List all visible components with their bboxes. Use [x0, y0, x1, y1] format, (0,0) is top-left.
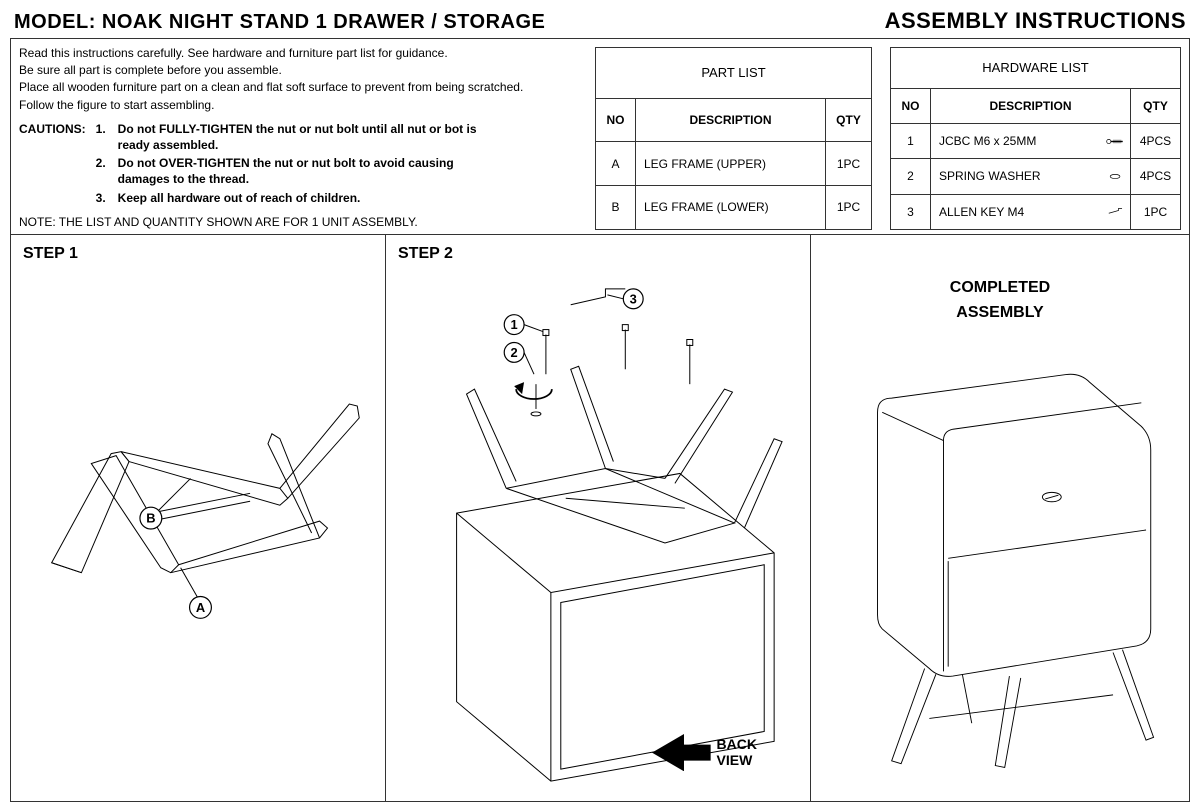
step1-diagram: B A [21, 275, 375, 791]
step1-title: STEP 1 [23, 245, 373, 263]
svg-text:1: 1 [511, 317, 518, 332]
completed-title: COMPLETED ASSEMBLY [823, 275, 1177, 326]
table-row: 1 JCBC M6 x 25MM 4PCS [891, 124, 1181, 159]
cell: 2 [891, 159, 931, 194]
part-list-title: PART LIST [596, 48, 872, 99]
note-line: NOTE: THE LIST AND QUANTITY SHOWN ARE FO… [19, 214, 583, 230]
caution-num: 3. [96, 190, 110, 206]
completed-panel: COMPLETED ASSEMBLY [811, 235, 1189, 801]
cell: LEG FRAME (LOWER) [636, 186, 826, 230]
step1-panel: STEP 1 [11, 235, 386, 801]
table-row: B LEG FRAME (LOWER) 1PC [596, 186, 872, 230]
cell: 1PC [826, 186, 872, 230]
col-qty: QTY [826, 98, 872, 142]
allen-key-icon [1100, 194, 1131, 229]
col-desc: DESCRIPTION [636, 98, 826, 142]
intro-line: Be sure all part is complete before you … [19, 62, 583, 78]
part-list-table: PART LIST NO DESCRIPTION QTY A LEG FRAME… [595, 47, 872, 230]
col-desc: DESCRIPTION [931, 88, 1131, 123]
table-row: 2 SPRING WASHER 4PCS [891, 159, 1181, 194]
model-title: MODEL: NOAK NIGHT STAND 1 DRAWER / STORA… [14, 11, 545, 34]
col-qty: QTY [1131, 88, 1181, 123]
completed-line: ASSEMBLY [823, 300, 1177, 326]
assembly-title: ASSEMBLY INSTRUCTIONS [885, 8, 1186, 34]
caution-num: 1. [96, 121, 110, 153]
intro-line: Read this instructions carefully. See ha… [19, 45, 583, 61]
step2-title: STEP 2 [398, 245, 798, 263]
cell: 1PC [1131, 194, 1181, 229]
outer-container: Read this instructions carefully. See ha… [10, 38, 1190, 802]
cell: 3 [891, 194, 931, 229]
caution-num: 2. [96, 155, 110, 187]
completed-diagram [821, 335, 1179, 791]
cell: SPRING WASHER [931, 159, 1100, 194]
cell: 4PCS [1131, 159, 1181, 194]
svg-text:2: 2 [511, 345, 518, 360]
col-no: NO [596, 98, 636, 142]
cell: 1PC [826, 142, 872, 186]
washer-icon [1100, 159, 1131, 194]
top-section: Read this instructions carefully. See ha… [11, 39, 1189, 235]
hardware-list-table: HARDWARE LIST NO DESCRIPTION QTY 1 JCBC … [890, 47, 1181, 230]
svg-text:A: A [196, 600, 205, 615]
cautions-label: CAUTIONS: [19, 121, 86, 208]
back-view-label: BACK VIEW [652, 734, 760, 771]
intro-line: Follow the figure to start assembling. [19, 97, 583, 113]
table-row: 3 ALLEN KEY M4 1PC [891, 194, 1181, 229]
bolt-icon [1100, 124, 1131, 159]
table-row: A LEG FRAME (UPPER) 1PC [596, 142, 872, 186]
cell: 1 [891, 124, 931, 159]
step2-panel: STEP 2 [386, 235, 811, 801]
col-no: NO [891, 88, 931, 123]
steps-row: STEP 1 [11, 235, 1189, 801]
back-view-text: BACK VIEW [717, 736, 760, 768]
svg-text:B: B [146, 510, 155, 525]
cell: 4PCS [1131, 124, 1181, 159]
caution-text: Do not OVER-TIGHTEN the nut or nut bolt … [118, 155, 498, 187]
cell: B [596, 186, 636, 230]
intro-line: Place all wooden furniture part on a cle… [19, 79, 583, 95]
tables-col: PART LIST NO DESCRIPTION QTY A LEG FRAME… [595, 45, 1181, 230]
step2-diagram: 1 2 3 BACK VIEW [396, 275, 800, 791]
instructions-text: Read this instructions carefully. See ha… [19, 45, 583, 230]
svg-text:3: 3 [630, 291, 637, 306]
cell: A [596, 142, 636, 186]
cell: LEG FRAME (UPPER) [636, 142, 826, 186]
arrow-icon [652, 734, 711, 771]
caution-text: Do not FULLY-TIGHTEN the nut or nut bolt… [118, 121, 498, 153]
completed-line: COMPLETED [823, 275, 1177, 301]
cell: JCBC M6 x 25MM [931, 124, 1100, 159]
cell: ALLEN KEY M4 [931, 194, 1100, 229]
caution-text: Keep all hardware out of reach of childr… [118, 190, 361, 206]
hardware-list-title: HARDWARE LIST [891, 48, 1181, 89]
cautions-list: 1.Do not FULLY-TIGHTEN the nut or nut bo… [96, 121, 498, 208]
